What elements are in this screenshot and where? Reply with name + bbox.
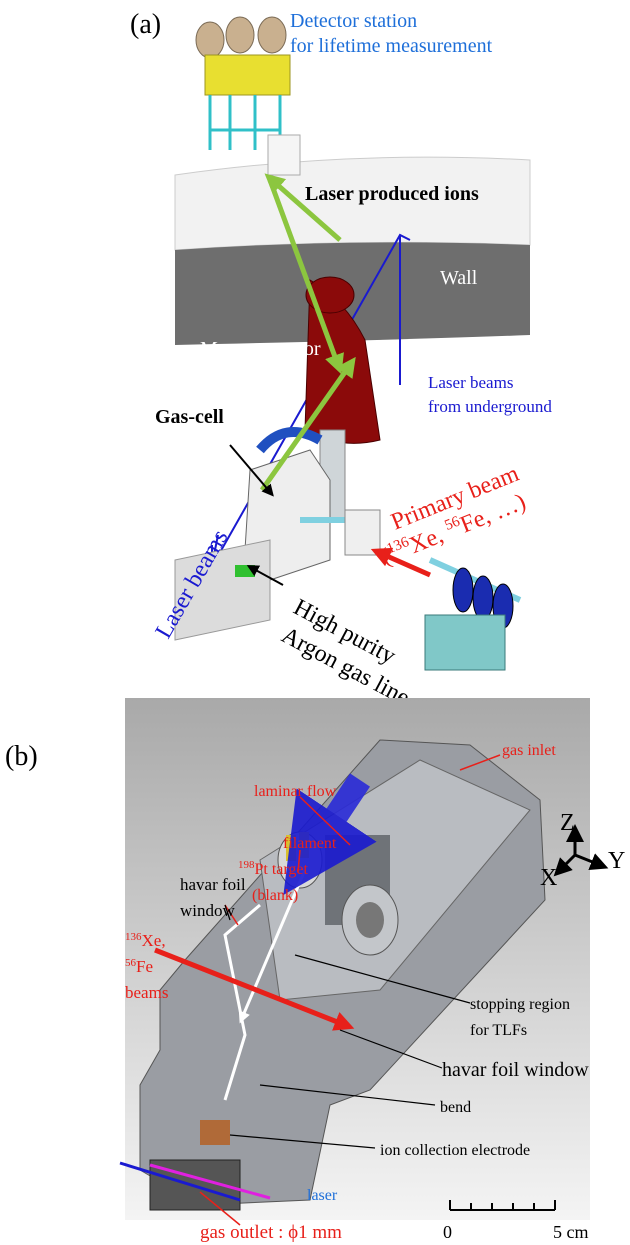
text-part: Pt target — [255, 861, 309, 878]
scale-label: 0 — [443, 1222, 452, 1242]
axis-label: Z — [560, 810, 575, 836]
label: laminar flow — [254, 783, 337, 800]
figure: (a) Detector station for lifetime measur… — [0, 0, 630, 1245]
label: Detector station — [290, 10, 417, 32]
label: (blank) — [252, 887, 298, 904]
label: bend — [440, 1099, 471, 1116]
superscript: 136 — [125, 931, 142, 943]
axis-label: X — [540, 865, 557, 891]
label: gas inlet — [502, 742, 556, 759]
label: Mass separator — [200, 338, 321, 360]
scale-label: 5 cm — [553, 1222, 589, 1242]
label: gas outlet : ϕ1 mm — [200, 1222, 342, 1243]
label: for lifetime measurement — [290, 35, 493, 57]
superscript: 198 — [238, 859, 255, 871]
label: for TLFs — [470, 1022, 527, 1039]
superscript: 56 — [125, 957, 137, 969]
label: Wall — [440, 267, 478, 289]
text-part: Xe, — [142, 931, 166, 950]
label: havar foil — [180, 875, 246, 894]
axis-label: Y — [608, 848, 625, 874]
label: stopping region — [470, 996, 570, 1013]
label: filament — [283, 835, 337, 852]
label: Gas-cell — [155, 406, 224, 428]
label: havar foil window — [442, 1059, 589, 1081]
label: from underground — [428, 397, 552, 416]
text-part: Fe — [136, 957, 153, 976]
label: laser — [307, 1187, 338, 1204]
label: beams — [125, 983, 168, 1002]
panel-label: (b) — [5, 741, 38, 772]
label: Laser beams — [428, 373, 513, 392]
label: window — [180, 901, 236, 920]
label: ion collection electrode — [380, 1142, 530, 1159]
panel-label: (a) — [130, 9, 161, 40]
label: Laser produced ions — [305, 183, 479, 205]
